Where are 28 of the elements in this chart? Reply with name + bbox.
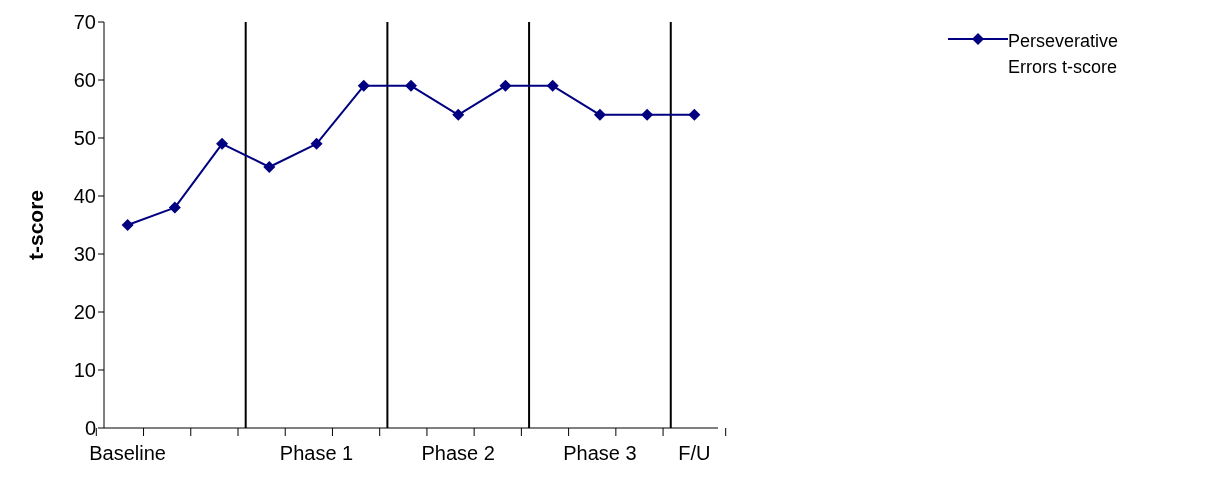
point bbox=[688, 108, 701, 121]
x-tick-label: F/U bbox=[678, 442, 711, 464]
y-tick-label: 60 bbox=[73, 69, 96, 92]
point bbox=[216, 137, 229, 150]
x-tick-label: Baseline bbox=[89, 442, 166, 464]
point bbox=[310, 137, 323, 150]
y-tick-label: 0 bbox=[84, 417, 96, 440]
legend-label: Perseverative Errors t-score bbox=[1008, 30, 1120, 79]
point bbox=[405, 79, 417, 92]
x-tick-label: Phase 3 bbox=[563, 442, 637, 464]
point bbox=[641, 108, 654, 121]
y-tick-label: 40 bbox=[73, 185, 96, 208]
point bbox=[452, 108, 465, 121]
point bbox=[121, 219, 134, 231]
point bbox=[263, 161, 276, 173]
x-tick-label: Phase 1 bbox=[279, 442, 354, 464]
point bbox=[546, 79, 559, 92]
point bbox=[593, 108, 606, 121]
y-axis-title: t-score bbox=[24, 189, 48, 261]
y-tick-label: 10 bbox=[73, 359, 96, 382]
y-tick-label: 20 bbox=[73, 301, 96, 324]
y-tick-label: 70 bbox=[73, 11, 96, 34]
y-tick-label: 30 bbox=[73, 243, 96, 266]
point bbox=[357, 79, 370, 92]
y-tick-label: 50 bbox=[73, 127, 96, 150]
point bbox=[499, 79, 512, 92]
x-tick-label: Phase 2 bbox=[421, 442, 495, 464]
point bbox=[168, 201, 181, 214]
